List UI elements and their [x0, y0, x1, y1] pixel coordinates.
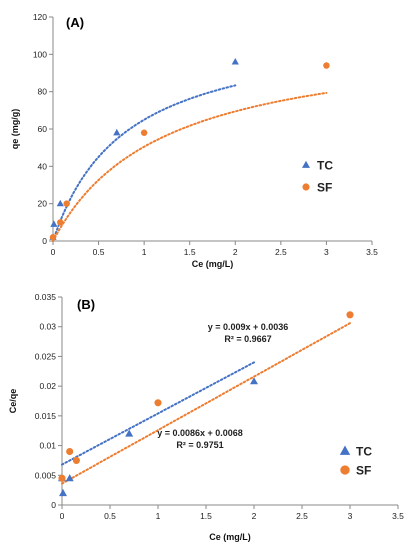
- x-tick-label: 3.5: [392, 511, 404, 521]
- y-tick-label: 60: [38, 124, 48, 134]
- data-point-tc: [65, 474, 74, 482]
- data-point-tc: [50, 220, 58, 227]
- data-point-tc: [231, 58, 239, 65]
- y-tick-label: 0: [51, 500, 56, 510]
- x-tick-label: 2.5: [275, 247, 287, 257]
- y-tick-label: 120: [33, 12, 47, 22]
- y-tick-label: 0.025: [35, 351, 57, 361]
- y-tick-label: 80: [38, 87, 48, 97]
- x-tick-label: 0: [60, 511, 65, 521]
- data-point-sf: [57, 219, 64, 226]
- data-point-sf: [154, 399, 162, 407]
- panel-a: 0 0.5 1 1.5 2 2.5 3 3.5 0 20 40 60 80 100 120 Ce (mg/L)…: [10, 12, 378, 269]
- panel-label-a: (A): [66, 15, 84, 30]
- x-tick-label: 3.5: [366, 247, 378, 257]
- y-axis-title: qe (mg/g): [10, 109, 20, 150]
- x-tick-label: 1.5: [200, 511, 212, 521]
- x-tick-label: 1.5: [184, 247, 196, 257]
- y-tick-label: 40: [38, 161, 48, 171]
- data-point-sf: [63, 200, 70, 207]
- trendline-sf: [52, 91, 328, 242]
- y-tick-label: 0.035: [35, 292, 57, 302]
- x-tick-label: 2.5: [296, 511, 308, 521]
- x-tick-label: 0.5: [93, 247, 105, 257]
- data-point-sf: [140, 129, 148, 136]
- trendline-sf: [61, 322, 351, 485]
- data-point-sf: [323, 62, 330, 69]
- data-point-tc: [113, 128, 121, 136]
- data-point-sf: [58, 474, 66, 482]
- y-tick-label: 100: [33, 49, 47, 59]
- x-tick-label: 1: [142, 247, 147, 257]
- legend-marker-tc: [302, 160, 310, 168]
- legend-label-sf: SF: [317, 181, 332, 195]
- data-point-tc: [59, 488, 67, 497]
- r-squared-sf: R² = 0.9667: [224, 334, 271, 344]
- data-point-tc: [125, 429, 134, 437]
- legend-marker-sf: [340, 465, 350, 475]
- legend-label-sf: SF: [356, 464, 371, 478]
- trendline-tc: [61, 361, 255, 466]
- legend-marker-sf: [302, 183, 310, 191]
- y-tick-label: 0.03: [39, 322, 56, 332]
- data-point-tc: [250, 377, 258, 385]
- x-tick-label: 0.5: [104, 511, 116, 521]
- x-axis-title: Ce (mg/L): [192, 259, 234, 269]
- legend-label-tc: TC: [317, 159, 333, 173]
- data-point-tc: [56, 199, 64, 207]
- y-tick-label: 0.005: [35, 470, 57, 480]
- legend-label-tc: TC: [356, 445, 372, 459]
- data-point-sf: [72, 456, 80, 464]
- y-tick-label: 0: [42, 236, 47, 246]
- equation-sf: y = 0.009x + 0.0036: [208, 322, 289, 332]
- x-axis-title: Ce (mg/L): [209, 532, 251, 542]
- data-point-sf: [49, 234, 57, 241]
- x-tick-label: 2: [233, 247, 238, 257]
- x-tick-label: 3: [348, 511, 353, 521]
- y-axis-title: Ce/qe: [8, 389, 18, 414]
- equation-tc: y = 0.0086x + 0.0068: [157, 428, 243, 438]
- y-tick-label: 0.015: [35, 411, 57, 421]
- r-squared-tc: R² = 0.9751: [176, 440, 223, 450]
- y-tick-label: 0.02: [39, 381, 56, 391]
- x-tick-label: 2: [252, 511, 257, 521]
- x-tick-label: 1: [156, 511, 161, 521]
- trendline-tc: [52, 84, 237, 242]
- data-point-sf: [66, 447, 74, 456]
- panel-b: 0 0.5 1 1.5 2 2.5 3 3.5 0 0.005 0.01 0.015 0.02 0.025…: [8, 292, 404, 542]
- legend-marker-tc: [339, 445, 351, 455]
- x-tick-label: 3: [324, 247, 329, 257]
- y-tick-label: 0.01: [39, 441, 56, 451]
- data-point-sf: [346, 311, 354, 319]
- panel-label-b: (B): [77, 297, 95, 312]
- x-tick-label: 0: [51, 247, 56, 257]
- y-tick-label: 20: [38, 199, 48, 209]
